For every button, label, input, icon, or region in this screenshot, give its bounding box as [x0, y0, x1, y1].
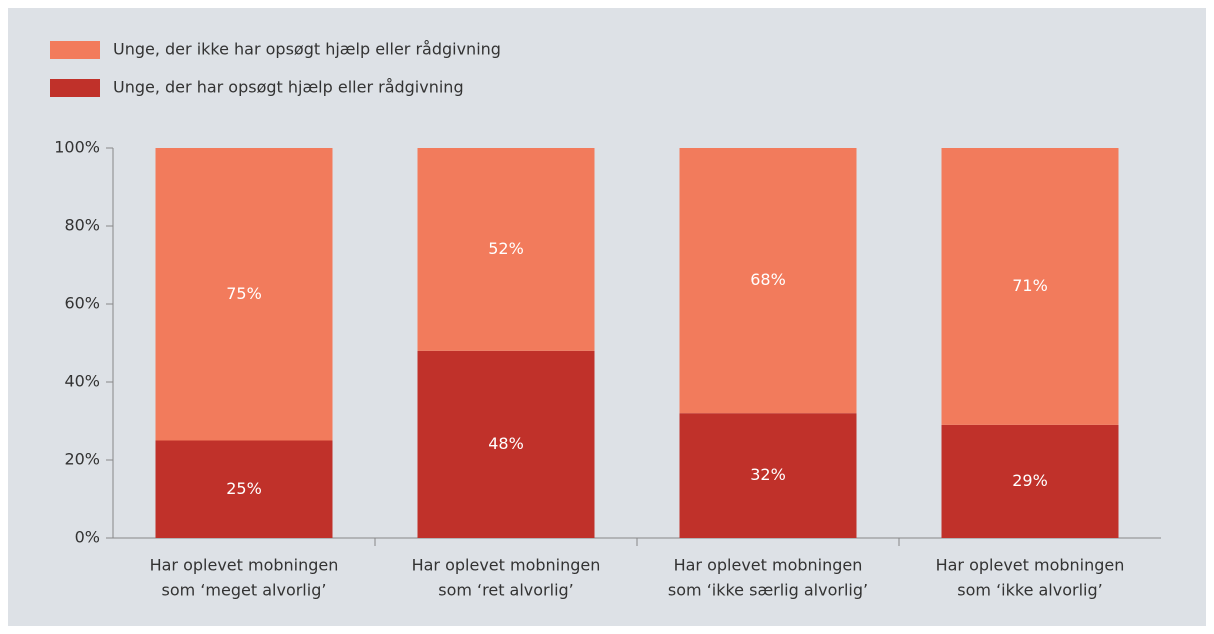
- bar-segment: [941, 424, 1119, 538]
- bar-segment: [679, 148, 857, 414]
- bar-segment: [679, 413, 857, 538]
- value-label: 32%: [750, 465, 786, 484]
- legend-swatch: [50, 41, 100, 59]
- x-tick-label: Har oplevet mobningen: [936, 556, 1125, 575]
- x-tick-label: Har oplevet mobningen: [412, 556, 601, 575]
- legend-swatch: [50, 79, 100, 97]
- bar-segment: [417, 148, 595, 351]
- x-tick-label: Har oplevet mobningen: [674, 556, 863, 575]
- y-tick-label: 20%: [64, 450, 100, 469]
- x-tick-label: som ‘ret alvorlig’: [438, 581, 574, 600]
- bar-segment: [155, 440, 333, 538]
- x-tick-label: som ‘ikke alvorlig’: [957, 581, 1102, 600]
- y-tick-label: 40%: [64, 372, 100, 391]
- value-label: 29%: [1012, 471, 1048, 490]
- legend-label: Unge, der ikke har opsøgt hjælp eller rå…: [113, 40, 501, 59]
- x-tick-label: som ‘ikke særlig alvorlig’: [668, 581, 868, 600]
- legend-label: Unge, der har opsøgt hjælp eller rådgivn…: [113, 78, 464, 97]
- y-tick-label: 100%: [54, 138, 100, 157]
- value-label: 75%: [226, 284, 262, 303]
- value-label: 52%: [488, 239, 524, 258]
- bar-segment: [155, 148, 333, 441]
- bar-segment: [941, 148, 1119, 425]
- value-label: 68%: [750, 270, 786, 289]
- value-label: 48%: [488, 434, 524, 453]
- y-tick-label: 60%: [64, 294, 100, 313]
- x-tick-label: som ‘meget alvorlig’: [162, 581, 327, 600]
- value-label: 71%: [1012, 276, 1048, 295]
- value-label: 25%: [226, 479, 262, 498]
- bar-segment: [417, 350, 595, 538]
- y-tick-label: 80%: [64, 216, 100, 235]
- x-tick-label: Har oplevet mobningen: [150, 556, 339, 575]
- y-tick-label: 0%: [75, 528, 100, 547]
